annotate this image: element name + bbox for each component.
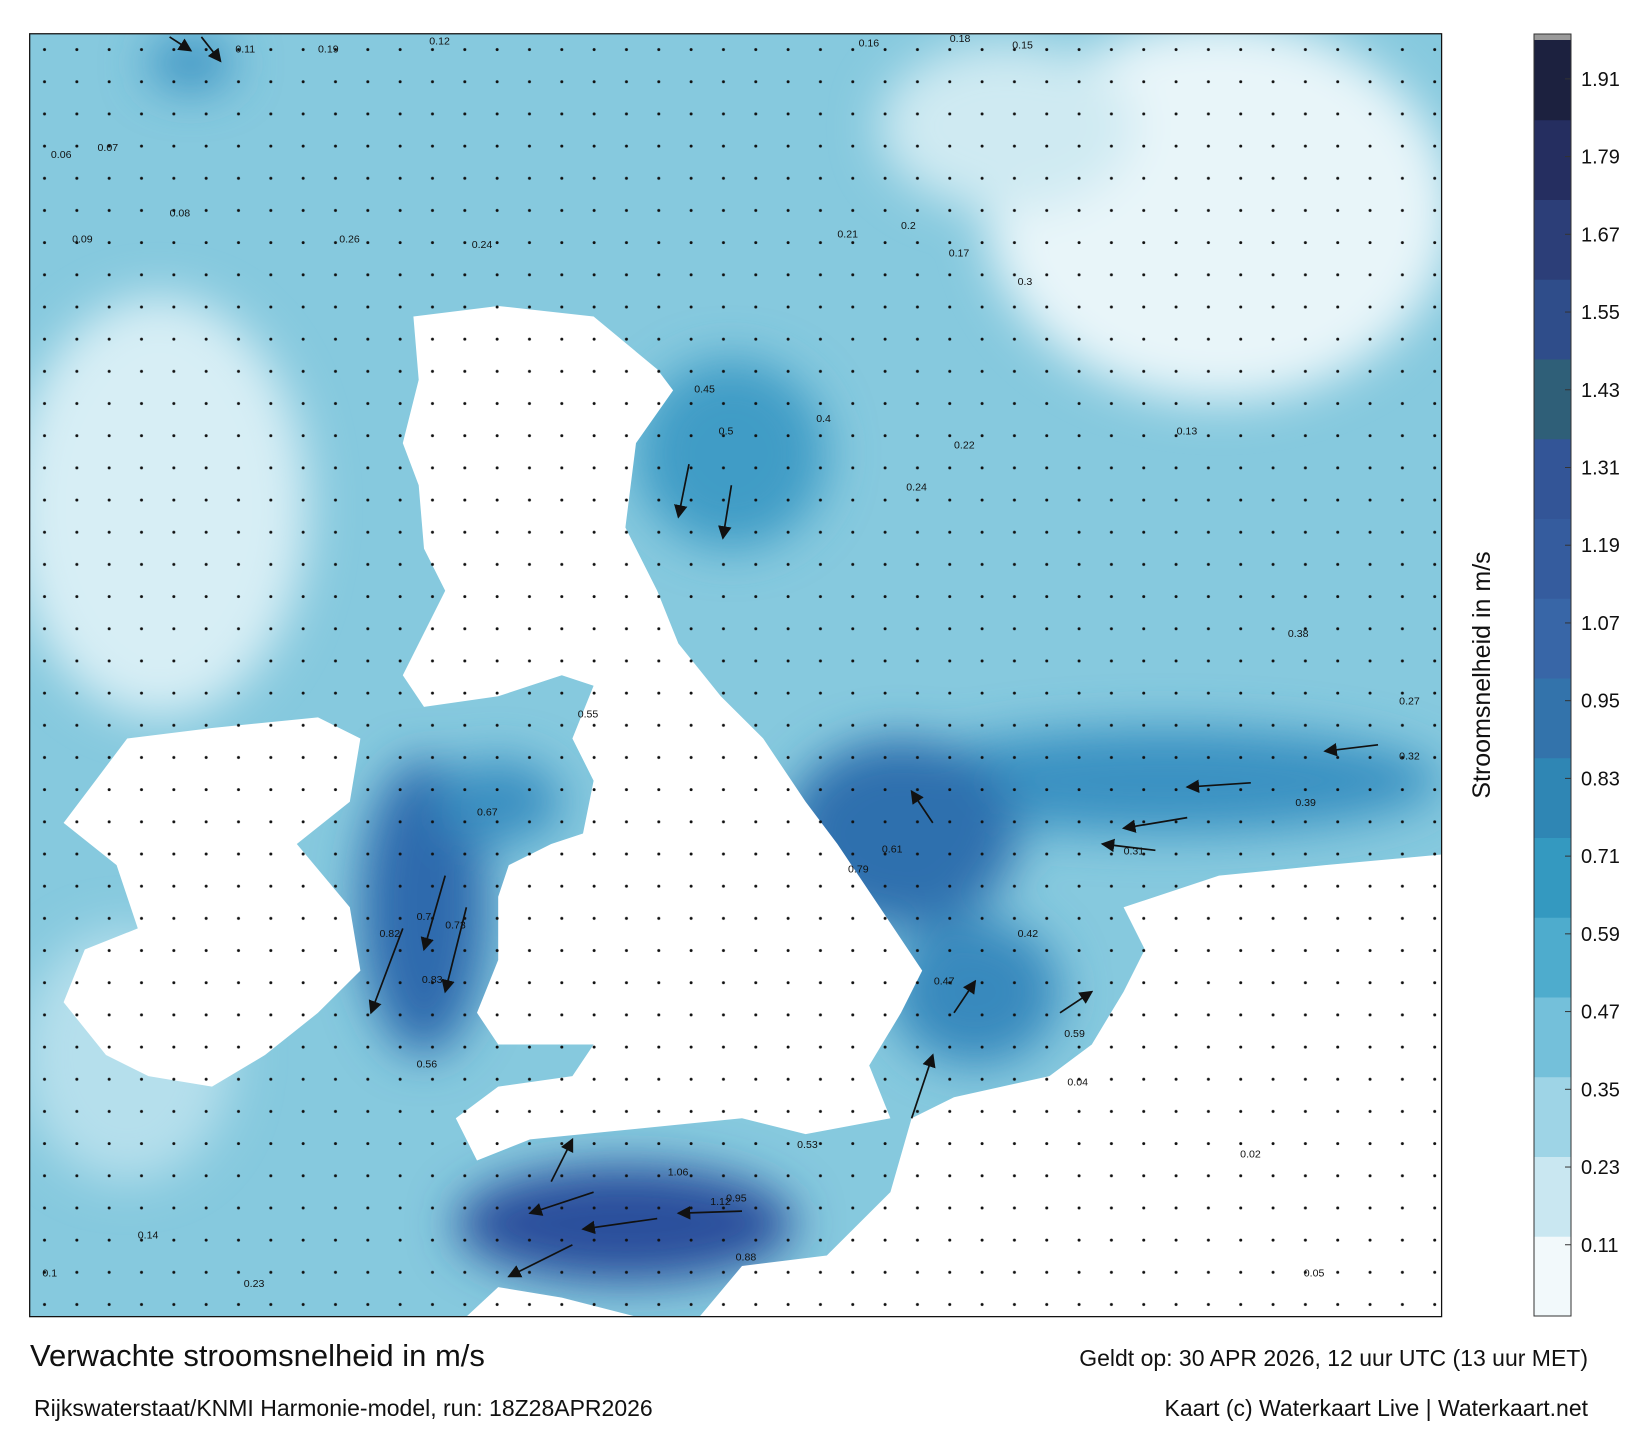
speed-label: 0.02 [1240, 1148, 1261, 1160]
colorbar-band [1534, 757, 1571, 838]
colorbar-band [1534, 438, 1571, 519]
colorbar-band [1534, 997, 1571, 1078]
speed-label: 0.55 [578, 708, 599, 720]
colorbar-band [1534, 359, 1571, 440]
speed-label: 0.23 [244, 1278, 265, 1290]
colorbar-band [1534, 119, 1571, 200]
colorbar-band [1534, 40, 1571, 121]
map: 0.11 0.19 0.12 0.16 0.18 0.15 0.06 0.07 0.08 0.09… [29, 33, 1443, 1318]
colorbar-tick-label: 0.59 [1581, 924, 1620, 946]
colorbar-band [1534, 1076, 1571, 1157]
speed-label: 0.04 [1067, 1077, 1088, 1089]
speed-label: 0.42 [1018, 928, 1039, 940]
speed-label: 0.19 [318, 44, 339, 56]
subtitle: Rijkswaterstaat/KNMI Harmonie-model, run… [34, 1395, 653, 1421]
colorbar-band [1534, 917, 1571, 998]
speed-label: 0.61 [882, 843, 903, 855]
colorbar-tick-label: 0.47 [1581, 1002, 1620, 1024]
colorbar-tick-label: 0.83 [1581, 768, 1620, 790]
speed-label: 0.24 [472, 239, 493, 251]
credit: Kaart (c) Waterkaart Live | Waterkaart.n… [1164, 1395, 1588, 1421]
colorbar-tick-label: 1.91 [1581, 69, 1620, 91]
colorbar-cap [1534, 34, 1571, 40]
speed-label: 0.3 [1018, 276, 1033, 288]
speed-label: 0.73 [445, 919, 466, 931]
colorbar-band [1534, 1156, 1571, 1237]
colorbar-tick-label: 1.31 [1581, 457, 1620, 479]
speed-label: 0.2 [901, 220, 916, 232]
colorbar-label: Stroomsnelheid in m/s [1468, 551, 1496, 798]
colorbar-band [1534, 199, 1571, 280]
speed-label: 0.26 [339, 234, 360, 246]
colorbar-band [1534, 678, 1571, 759]
colorbar-tick-label: 1.07 [1581, 613, 1620, 635]
speed-label: 0.09 [72, 234, 93, 246]
speed-label: 0.45 [694, 383, 715, 395]
colorbar-tick-label: 1.67 [1581, 224, 1620, 246]
speed-label: 0.53 [797, 1139, 818, 1151]
speed-label: 0.39 [1295, 797, 1316, 809]
speed-label: 0.22 [954, 439, 975, 451]
colorbar-tick-label: 0.35 [1581, 1079, 1620, 1101]
speed-label: 0.12 [429, 35, 450, 47]
speed-label: 0.47 [934, 975, 955, 987]
colorbar-band [1534, 279, 1571, 360]
speed-label: 1.06 [668, 1166, 689, 1178]
speed-label: 0.17 [949, 247, 970, 259]
colorbar-band [1534, 598, 1571, 679]
colorbar-tick-label: 0.11 [1581, 1235, 1618, 1257]
speed-label: 0.13 [1177, 426, 1198, 438]
valid-time: Geldt op: 30 APR 2026, 12 uur UTC (13 uu… [1079, 1345, 1588, 1371]
speed-label: 0.07 [98, 142, 119, 154]
speed-label: 0.24 [906, 482, 927, 494]
speed-label: 0.67 [477, 807, 498, 819]
colorbar-band [1534, 837, 1571, 918]
colorbar-tick-label: 1.43 [1581, 380, 1620, 402]
speed-label: 0.21 [837, 228, 858, 240]
colorbar-frame [1533, 33, 1572, 1317]
speed-label: 0.15 [1012, 40, 1033, 52]
speed-label: 0.79 [848, 864, 869, 876]
speed-label: 0.4 [816, 413, 831, 425]
speed-label: 0.59 [1064, 1028, 1085, 1040]
colorbar-tick-label: 1.79 [1581, 147, 1620, 169]
colorbar-tick-label: 0.71 [1581, 846, 1620, 868]
speed-label: 0.32 [1399, 751, 1420, 763]
speed-label: 0.06 [51, 149, 72, 161]
grid-dots [29, 33, 1442, 1317]
speed-label: 0.27 [1399, 696, 1420, 708]
colorbar-band [1534, 1236, 1571, 1317]
colorbar-tick-label: 0.95 [1581, 691, 1620, 713]
speed-label: 0.56 [417, 1059, 438, 1071]
speed-label: 0.7 [417, 911, 432, 923]
map-frame [29, 33, 1443, 1318]
speed-label: 0.16 [859, 37, 880, 49]
speed-label: 0.05 [1304, 1268, 1325, 1280]
speed-label: 0.83 [422, 974, 443, 986]
speed-label: 1.12 [710, 1196, 731, 1208]
colorbar: 0.11 0.23 0.35 0.47 0.59 0.71 0.83 0.95 1.07 1.19… [1533, 33, 1620, 1317]
speed-labels: 0.11 0.19 0.12 0.16 0.18 0.15 0.06 0.07 0.08 0.09… [42, 33, 1420, 1290]
current-arrows [169, 36, 1379, 1278]
speed-label: 0.88 [736, 1252, 757, 1264]
speed-label: 0.18 [950, 33, 971, 45]
colorbar-tick-label: 0.23 [1581, 1157, 1620, 1179]
speed-label: 0.31 [1124, 846, 1145, 858]
colorbar-tick-label: 1.19 [1581, 535, 1620, 557]
speed-label: 0.5 [719, 426, 734, 438]
title: Verwachte stroomsnelheid in m/s [30, 1338, 485, 1373]
speed-label: 0.08 [170, 207, 191, 219]
speed-label: 0.38 [1288, 628, 1309, 640]
speed-label: 0.1 [42, 1268, 57, 1280]
speed-label: 0.82 [379, 928, 400, 940]
colorbar-band [1534, 518, 1571, 599]
speed-label: 0.14 [138, 1230, 159, 1242]
speed-label: 0.95 [726, 1193, 747, 1205]
speed-label: 0.11 [235, 44, 255, 56]
colorbar-tick-label: 1.55 [1581, 302, 1620, 324]
